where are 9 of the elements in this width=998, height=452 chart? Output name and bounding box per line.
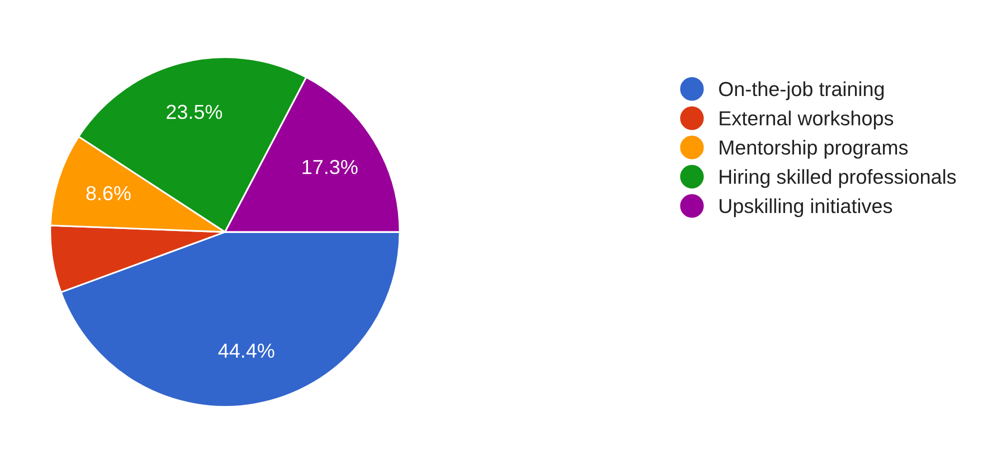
legend-label: On-the-job training <box>719 81 884 100</box>
data-label: 8.6% <box>86 186 131 200</box>
data-label: 17.3% <box>302 160 358 174</box>
data-label: 44.4% <box>218 344 274 358</box>
legend-label: Mentorship programs <box>720 140 908 159</box>
legend-label: External workshops <box>720 110 894 130</box>
legend-label: Upskilling initiatives <box>720 198 892 218</box>
legend-label: Hiring skilled professionals <box>720 169 956 188</box>
data-label: 23.5% <box>166 104 222 120</box>
